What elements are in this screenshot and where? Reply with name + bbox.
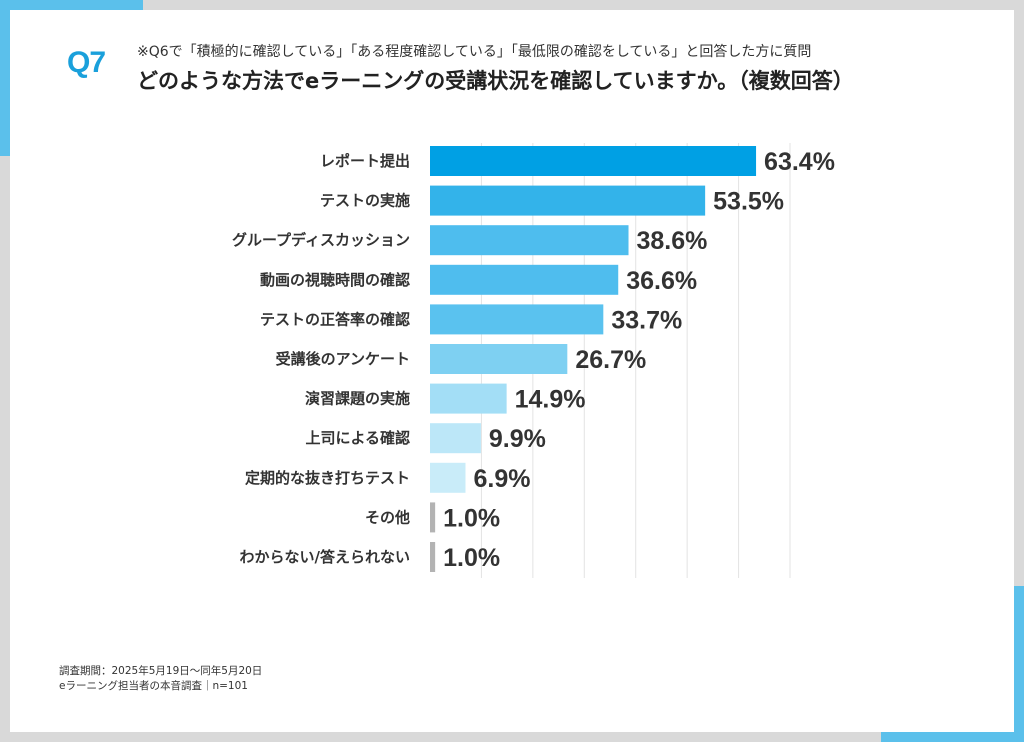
value-label: 6.9% bbox=[473, 465, 530, 493]
category-label: 上司による確認 bbox=[305, 429, 410, 447]
bar bbox=[430, 264, 619, 295]
accent-corner-top-left-vertical bbox=[0, 0, 10, 156]
value-label: 9.9% bbox=[489, 425, 546, 453]
category-label: 受講後のアンケート bbox=[276, 350, 410, 368]
category-label: グループディスカッション bbox=[232, 231, 410, 249]
category-label: テストの正答率の確認 bbox=[260, 310, 410, 328]
bar bbox=[430, 502, 436, 533]
bar bbox=[430, 304, 604, 335]
value-labels: 63.4% 53.5%38.6% 36.6% 33.7% 26.7% 14.9% 9.9% 6… bbox=[443, 148, 835, 572]
bar bbox=[430, 225, 629, 256]
bar bbox=[430, 344, 568, 374]
bar bbox=[430, 462, 466, 493]
category-label: その他 bbox=[365, 508, 410, 526]
bar bbox=[430, 383, 507, 414]
bar bbox=[430, 542, 436, 572]
question-title: どのような方法でeラーニングの受講状況を確認していますか。（複数回答） bbox=[137, 69, 854, 93]
question-condition-note: ※Q6で「積極的に確認している」「ある程度確認している」「最低限の確認をしている… bbox=[137, 44, 812, 60]
value-label: 14.9% bbox=[515, 386, 586, 414]
value-label: 26.7% bbox=[575, 346, 646, 374]
category-label: 動画の視聴時間の確認 bbox=[260, 271, 410, 289]
survey-period: 調査期間：2025年5月19日〜同年5月20日 bbox=[59, 665, 263, 677]
value-label: 38.6% bbox=[637, 227, 708, 255]
bar bbox=[430, 423, 481, 454]
category-label: レポート提出 bbox=[320, 152, 410, 170]
accent-corner-bottom-right-vertical bbox=[1014, 586, 1024, 742]
category-labels: レポート提出テストの実施グループディスカッション動画の視聴時間の確認テストの正答… bbox=[232, 152, 410, 566]
value-label: 63.4% bbox=[764, 148, 835, 176]
accent-corner-top-left bbox=[0, 0, 143, 10]
value-label: 1.0% bbox=[443, 544, 500, 572]
value-label: 53.5% bbox=[713, 188, 784, 216]
survey-name: eラーニング担当者の本音調査｜n=101 bbox=[59, 680, 248, 692]
category-label: 演習課題の実施 bbox=[305, 390, 410, 408]
question-number: Q7 bbox=[67, 46, 106, 79]
value-label: 1.0% bbox=[443, 504, 500, 532]
value-label: 36.6% bbox=[626, 267, 697, 295]
bar bbox=[430, 185, 706, 216]
bar bbox=[430, 146, 757, 176]
value-label: 33.7% bbox=[611, 306, 682, 334]
accent-corner-bottom-right bbox=[881, 732, 1024, 742]
category-label: わからない/答えられない bbox=[240, 548, 410, 566]
category-label: 定期的な抜き打ちテスト bbox=[245, 469, 410, 487]
bars bbox=[430, 146, 757, 572]
category-label: テストの実施 bbox=[320, 192, 410, 210]
footnote: 調査期間：2025年5月19日〜同年5月20日 eラーニング担当者の本音調査｜n… bbox=[59, 664, 262, 694]
